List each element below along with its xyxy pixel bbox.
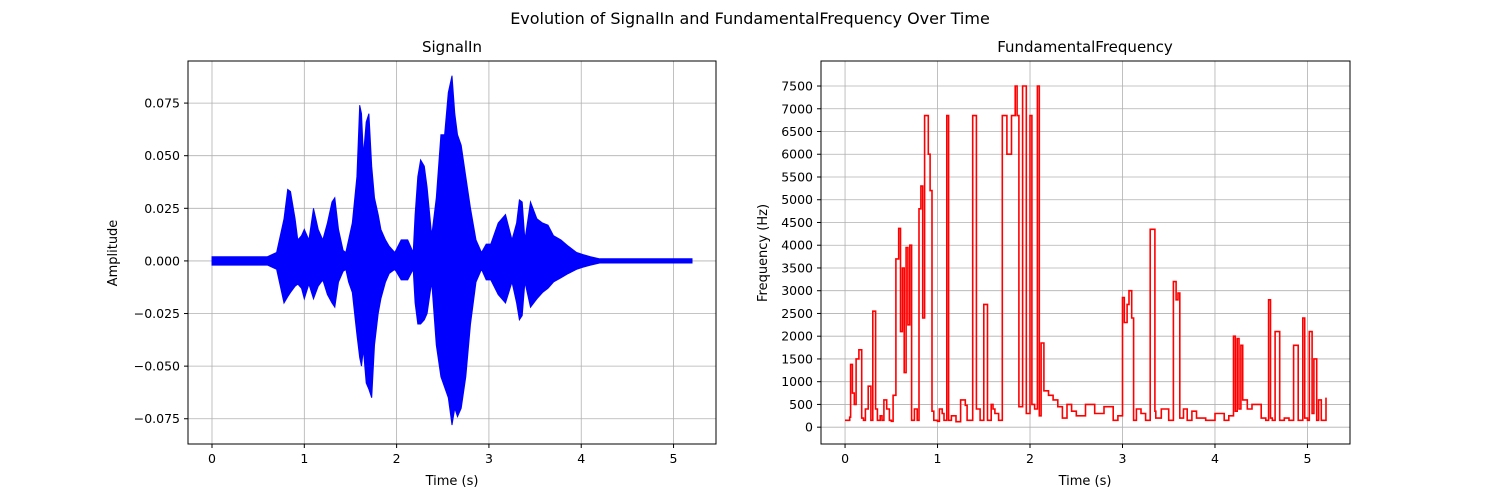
signalin-ytick-label: 0.050 [144, 148, 180, 163]
fundamental-frequency-title: FundamentalFrequency [997, 38, 1173, 56]
signalin-waveform [211, 75, 693, 426]
signalin-ytick-label: −0.025 [134, 306, 180, 321]
fundamental-frequency-xtick-label: 4 [1211, 451, 1219, 466]
signalin-ytick-label: 0.000 [144, 253, 180, 268]
signalin-xtick-label: 2 [393, 451, 401, 466]
signalin-plot [211, 75, 693, 426]
fundamental-frequency-ytick-label: 0 [805, 420, 813, 435]
signalin-xtick-label: 4 [577, 451, 585, 466]
signalin-frame [187, 60, 717, 445]
fundamental-frequency-trace [845, 85, 1327, 423]
signalin-xtick-label: 1 [300, 451, 308, 466]
signalin-ticks: 0 1 2 3 4 5 −0.075 −0.050 −0.025 0.000 0.025 0.050 0… [134, 96, 678, 466]
fundamental-frequency-plot [845, 85, 1327, 423]
fundamental-frequency-ytick-label: 1000 [781, 374, 813, 389]
fundamental-frequency-axes: FundamentalFrequency 0 1 2 3 4 5 0 500 1000 1500 2… [756, 38, 1351, 489]
signalin-ylabel: Amplitude [106, 220, 121, 287]
fundamental-frequency-ytick-label: 3000 [781, 283, 813, 298]
fundamental-frequency-ylabel: Frequency (Hz) [756, 204, 771, 302]
fundamental-frequency-ytick-label: 7000 [781, 101, 813, 116]
signalin-axes: SignalIn 0 1 2 3 4 5 −0.075 −0.050 −0.025 0.000 0.… [106, 38, 717, 489]
fundamental-frequency-xtick-label: 2 [1026, 451, 1034, 466]
fundamental-frequency-ytick-label: 2500 [781, 306, 813, 321]
fundamental-frequency-xtick-label: 3 [1119, 451, 1127, 466]
fundamental-frequency-ytick-label: 3500 [781, 260, 813, 275]
fundamental-frequency-xlabel: Time (s) [1058, 474, 1112, 489]
signalin-ytick-label: 0.075 [144, 96, 180, 111]
fundamental-frequency-xtick-label: 1 [934, 451, 942, 466]
signalin-ytick-label: −0.075 [134, 411, 180, 426]
signalin-xlabel: Time (s) [425, 474, 479, 489]
signalin-xtick-label: 5 [670, 451, 678, 466]
fundamental-frequency-ytick-label: 5500 [781, 169, 813, 184]
fundamental-frequency-ytick-label: 4000 [781, 238, 813, 253]
fundamental-frequency-ytick-label: 4500 [781, 215, 813, 230]
signalin-ytick-label: 0.025 [144, 201, 180, 216]
fundamental-frequency-ticks: 0 1 2 3 4 5 0 500 1000 1500 2000 2500 3000 3500 4000 45… [781, 79, 1311, 466]
fundamental-frequency-ytick-label: 7500 [781, 79, 813, 94]
fundamental-frequency-ytick-label: 6000 [781, 147, 813, 162]
fundamental-frequency-ytick-label: 2000 [781, 329, 813, 344]
fundamental-frequency-ytick-label: 500 [789, 397, 813, 412]
signalin-title: SignalIn [422, 38, 482, 56]
signalin-xtick-label: 0 [208, 451, 216, 466]
figure-suptitle: Evolution of SignalIn and FundamentalFre… [510, 9, 990, 28]
fundamental-frequency-xtick-label: 0 [841, 451, 849, 466]
fundamental-frequency-frame [820, 60, 1351, 445]
signalin-xtick-label: 3 [485, 451, 493, 466]
fundamental-frequency-ytick-label: 6500 [781, 124, 813, 139]
fundamental-frequency-ytick-label: 1500 [781, 351, 813, 366]
fundamental-frequency-xtick-label: 5 [1303, 451, 1311, 466]
fundamental-frequency-ytick-label: 5000 [781, 192, 813, 207]
signalin-ytick-label: −0.050 [134, 359, 180, 374]
